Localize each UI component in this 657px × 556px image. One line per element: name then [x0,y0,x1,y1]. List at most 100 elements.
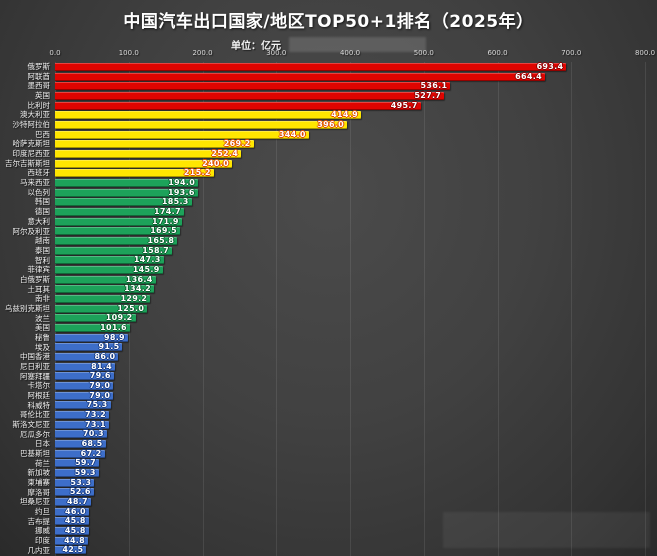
bar-value-label: 145.9 [132,264,160,274]
bar-value-label: 194.0 [168,177,196,187]
country-label: 印度尼西亚 [12,149,51,159]
bar-row: 几内亚 42.5 [0,546,645,556]
bar-track: 109.2 [55,314,645,323]
bar: 81.4 [55,362,116,371]
bar-value-label: 269.2 [223,139,251,149]
country-label: 斯洛文尼亚 [12,419,51,429]
bar-value-label: 91.5 [98,342,120,352]
bar: 129.2 [55,294,151,303]
bar-row: 俄罗斯 693.4 [0,62,645,72]
country-label: 科威特 [27,400,51,410]
bar: 136.4 [55,275,156,284]
country-label: 几内亚 [27,545,51,555]
country-label: 阿尔及利亚 [12,226,51,236]
bar-value-label: 45.8 [64,516,86,526]
bar: 79.0 [55,382,114,390]
country-label: 波兰 [35,313,50,323]
bar: 46.0 [55,507,89,516]
bar-row: 澳大利亚 414.9 [0,110,645,120]
bar-track: 693.4 [55,62,645,71]
bar-track: 664.4 [55,71,645,81]
x-tick-label: 700.0 [561,49,582,57]
bar-track: 79.0 [55,390,645,400]
bar-track: 414.9 [55,110,645,120]
bar-row: 摩洛哥 52.6 [0,488,645,498]
bar: 101.6 [55,323,130,332]
bar-row: 巴基斯坦 67.2 [0,449,645,459]
bar-track: 59.3 [55,469,645,478]
bar-value-label: 495.7 [390,100,418,110]
bar-value-label: 45.8 [64,526,86,536]
bar: 70.3 [55,429,107,439]
bar-track: 169.5 [55,227,645,236]
bar: 53.3 [55,478,95,487]
country-label: 美国 [35,323,50,333]
unit-label: 单位：亿元 [231,41,281,52]
bar-track: 68.5 [55,440,645,449]
bar-track: 185.3 [55,198,645,207]
bar: 165.8 [55,235,178,245]
country-label: 卡塔尔 [27,381,51,391]
bar: 194.0 [55,177,199,187]
bar-row: 巴西 344.0 [0,130,645,140]
x-tick-label: 100.0 [118,49,139,57]
x-tick-label: 500.0 [413,49,434,57]
bar: 79.6 [55,372,114,381]
bar-row: 西班牙 215.2 [0,168,645,178]
bar: 44.8 [55,536,89,545]
bar-row: 尼日利亚 81.4 [0,362,645,372]
country-label: 沙特阿拉伯 [12,120,51,130]
bar-value-label: 527.7 [414,90,442,100]
country-label: 摩洛哥 [27,487,51,497]
bar-value-label: 59.7 [75,458,97,468]
bar-value-label: 165.8 [147,235,175,245]
bar: 396.0 [55,120,348,129]
bar: 125.0 [55,303,148,313]
bar-row: 阿塞拜疆 79.6 [0,372,645,382]
country-label: 马来西亚 [20,178,50,188]
bar-value-label: 73.1 [84,419,106,429]
bar: 86.0 [55,352,119,361]
bar-value-label: 75.3 [86,400,108,410]
bar-value-label: 70.3 [82,429,104,439]
bar-value-label: 215.2 [183,168,211,178]
bar: 45.8 [55,516,89,526]
bar-track: 165.8 [55,235,645,245]
blurred-watermark-top [289,37,426,52]
country-label: 俄罗斯 [27,62,51,72]
country-label: 哥伦比亚 [20,410,50,420]
bar: 158.7 [55,246,173,255]
bar: 147.3 [55,256,164,265]
gridline [571,62,573,556]
bar-value-label: 414.9 [331,110,358,120]
bar-value-label: 125.0 [117,303,145,313]
bar: 73.1 [55,419,109,429]
bar-row: 土耳其 134.2 [0,284,645,294]
country-label: 巴西 [35,129,50,139]
x-tick-label: 800.0 [634,49,656,57]
bar-row: 波兰 109.2 [0,313,645,323]
x-axis-ticks: 0.0 100.0 200.0 300.0 400.0 500.0 600.0 700.0 80… [49,49,655,61]
bar: 145.9 [55,264,163,274]
bar-track: 171.9 [55,217,645,226]
bar-value-label: 134.2 [124,284,151,294]
bar-row: 意大利 171.9 [0,217,645,227]
bar-value-label: 664.4 [515,71,542,81]
chart-title: 中国汽车出口国家/地区TOP50+1排名（2025年） [123,12,534,32]
bar-row: 印度尼西亚 252.4 [0,149,645,159]
bar-row: 墨西哥 536.1 [0,81,645,91]
bar-row: 南非 129.2 [0,294,645,304]
bar-row: 越南 165.8 [0,236,645,246]
country-label: 印度 [35,536,50,545]
bar-track: 73.2 [55,411,645,420]
bar-row: 荷兰 59.7 [0,459,645,469]
country-label: 秘鲁 [35,332,50,342]
country-label: 新加坡 [27,468,51,478]
bar-value-label: 79.0 [89,390,111,400]
country-label: 智利 [35,255,50,265]
bar-row: 新加坡 59.3 [0,468,645,478]
bar-value-label: 240.0 [202,158,229,168]
country-label: 巴基斯坦 [20,448,50,458]
bar-track: 536.1 [55,82,645,91]
bar-row: 吉尔吉斯斯坦 240.0 [0,159,645,169]
